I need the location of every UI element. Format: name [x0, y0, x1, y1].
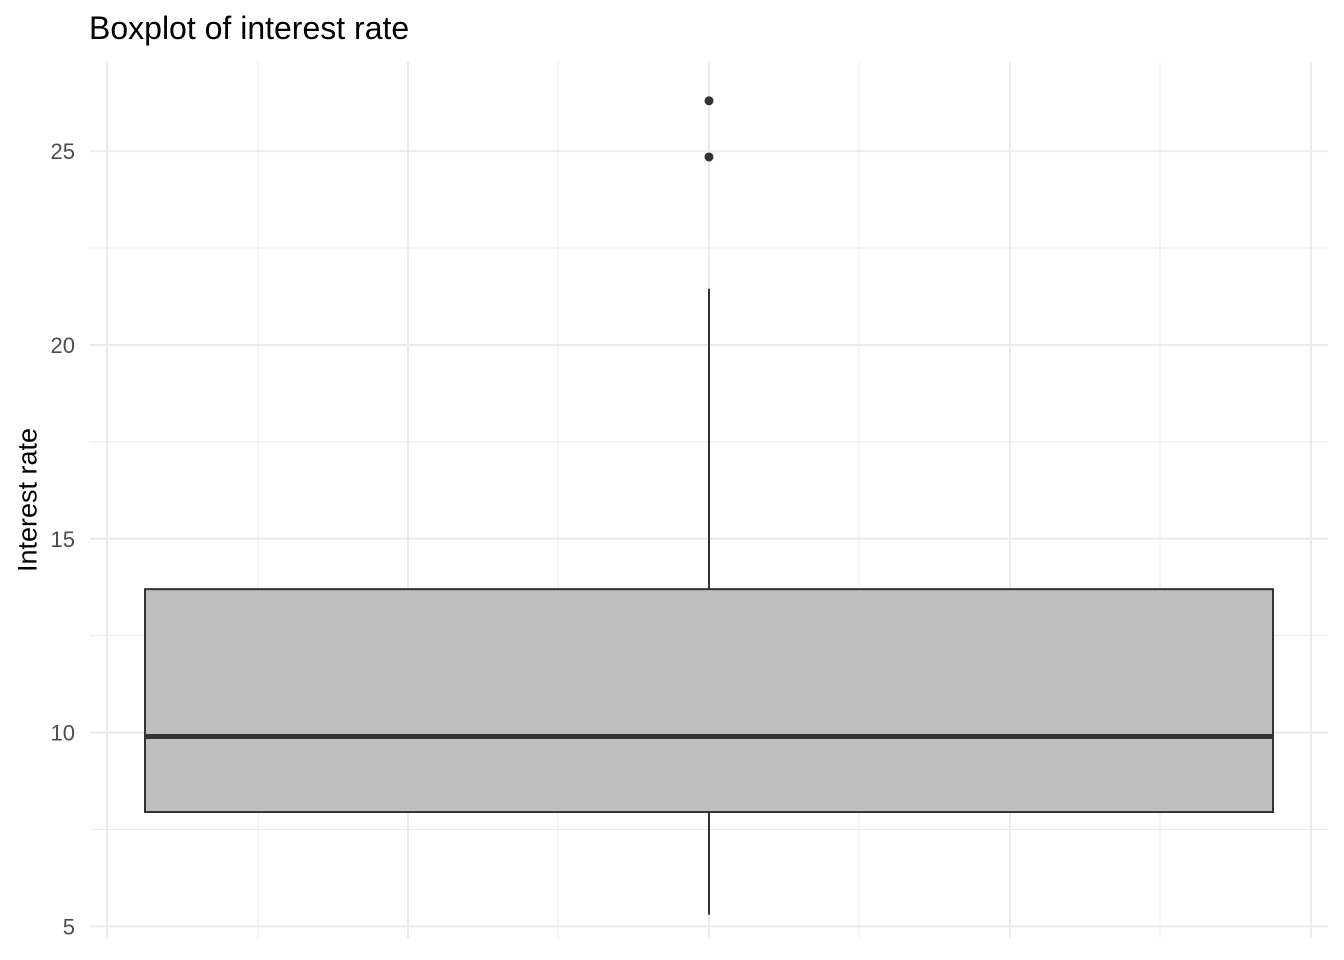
- y-tick-labels: 5 10 15 20 25: [51, 139, 75, 939]
- y-tick-label-20: 20: [51, 333, 75, 358]
- chart-title: Boxplot of interest rate: [89, 10, 410, 46]
- outlier-point-0: [704, 152, 714, 162]
- outlier-point-1: [704, 96, 714, 106]
- y-tick-label-15: 15: [51, 527, 75, 552]
- y-tick-label-5: 5: [63, 914, 75, 939]
- interquartile-box: [144, 588, 1274, 814]
- y-tick-label-25: 25: [51, 139, 75, 164]
- boxplot: [144, 96, 1274, 915]
- y-tick-label-10: 10: [51, 721, 75, 746]
